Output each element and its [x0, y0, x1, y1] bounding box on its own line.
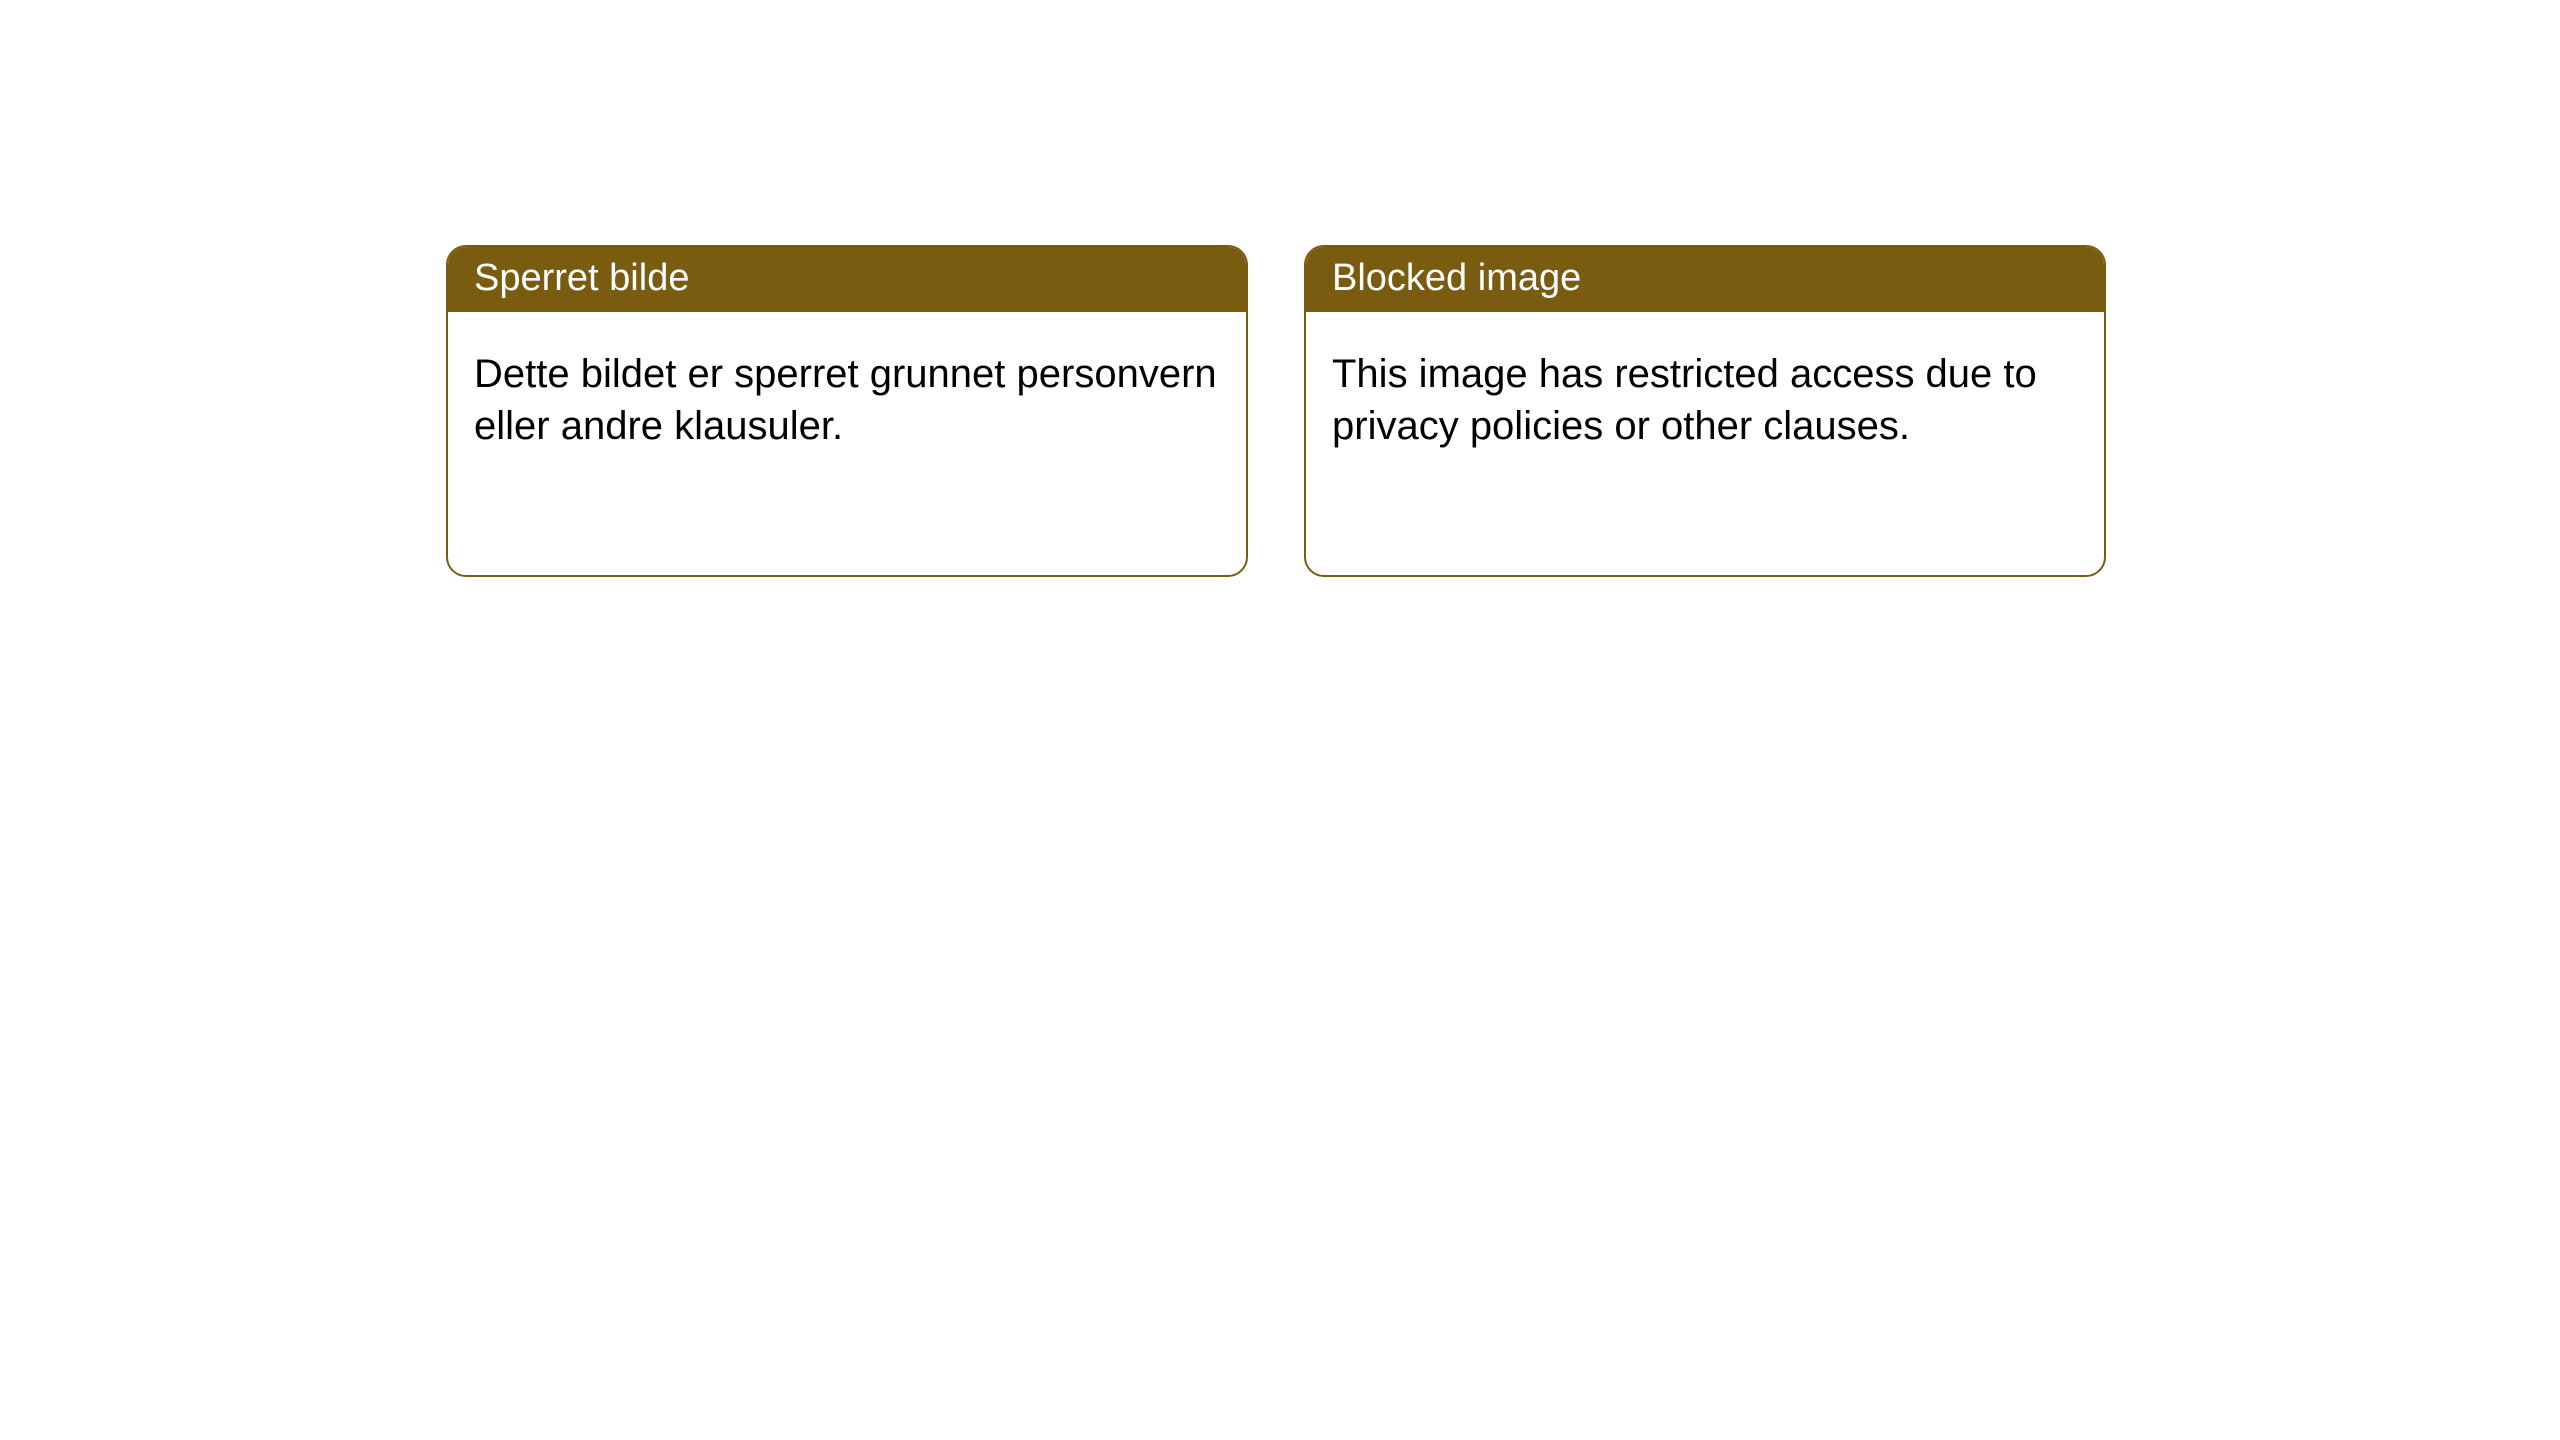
card-body: Dette bildet er sperret grunnet personve… [448, 312, 1246, 478]
card-title: Blocked image [1332, 257, 1581, 299]
card-header: Sperret bilde [448, 247, 1246, 312]
notice-card-english: Blocked image This image has restricted … [1304, 245, 2106, 577]
card-header: Blocked image [1306, 247, 2104, 312]
card-body: This image has restricted access due to … [1306, 312, 2104, 478]
notice-cards-container: Sperret bilde Dette bildet er sperret gr… [0, 0, 2560, 577]
card-body-text: Dette bildet er sperret grunnet personve… [474, 352, 1217, 448]
notice-card-norwegian: Sperret bilde Dette bildet er sperret gr… [446, 245, 1248, 577]
card-title: Sperret bilde [474, 257, 689, 299]
card-body-text: This image has restricted access due to … [1332, 352, 2037, 448]
